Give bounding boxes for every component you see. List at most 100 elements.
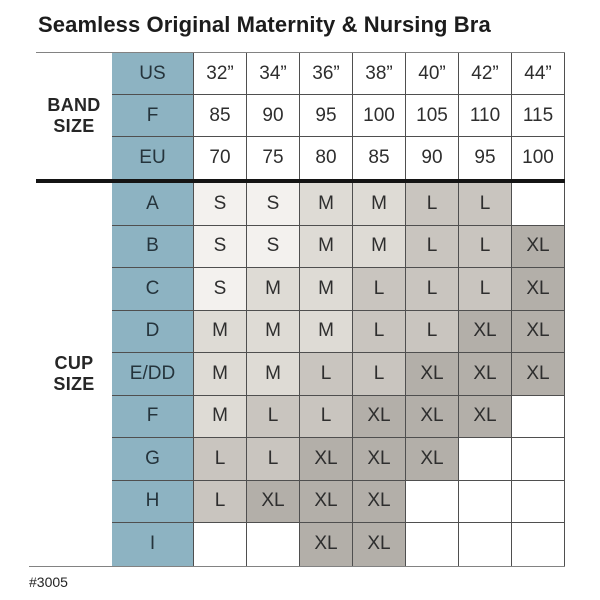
size-cell: M: [300, 268, 353, 311]
band-value-cell: 90: [406, 137, 459, 179]
size-cell: L: [194, 480, 247, 523]
size-cell: XL: [512, 310, 565, 353]
size-cell: XL: [459, 310, 512, 353]
size-cell: L: [247, 438, 300, 481]
size-cell: S: [194, 225, 247, 268]
band-size-grid: BAND SIZE US 32” 34” 36” 38” 40” 42” 44” F 85 90 95 1…: [36, 53, 565, 179]
size-cell: [512, 395, 565, 438]
size-chart-table: BAND SIZE US 32” 34” 36” 38” 40” 42” 44” F 85 90 95 1…: [29, 52, 565, 590]
size-cell: XL: [300, 438, 353, 481]
size-cell: [459, 438, 512, 481]
band-value-cell: 100: [353, 95, 406, 137]
size-cell: L: [247, 395, 300, 438]
size-cell: [512, 183, 565, 226]
cup-key-cell-B: B: [112, 225, 194, 268]
band-value-cell: 105: [406, 95, 459, 137]
size-cell: M: [194, 395, 247, 438]
band-value-cell: 110: [459, 95, 512, 137]
size-cell: XL: [353, 395, 406, 438]
size-cell: L: [459, 183, 512, 226]
size-cell: M: [300, 310, 353, 353]
size-cell: L: [353, 353, 406, 396]
size-cell: M: [300, 225, 353, 268]
size-cell: [406, 480, 459, 523]
table-bottom-rule: [29, 565, 565, 567]
size-cell: XL: [406, 353, 459, 396]
cup-size-label: CUP SIZE: [53, 353, 95, 395]
band-value-cell: 34”: [247, 53, 300, 95]
cup-key-cell-F: F: [112, 395, 194, 438]
cup-key-cell-A: A: [112, 183, 194, 226]
size-cell: XL: [512, 353, 565, 396]
band-value-cell: 38”: [353, 53, 406, 95]
size-cell: M: [247, 310, 300, 353]
size-cell: XL: [512, 268, 565, 311]
size-cell: M: [353, 183, 406, 226]
size-cell: M: [353, 225, 406, 268]
size-cell: S: [194, 268, 247, 311]
size-cell: L: [300, 395, 353, 438]
size-cell: L: [406, 225, 459, 268]
band-value-cell: 32”: [194, 53, 247, 95]
band-value-cell: 44”: [512, 53, 565, 95]
size-cell: M: [247, 353, 300, 396]
band-value-cell: 85: [194, 95, 247, 137]
cup-key-cell-I: I: [112, 523, 194, 566]
size-cell: L: [406, 310, 459, 353]
band-value-cell: 90: [247, 95, 300, 137]
size-cell: L: [353, 310, 406, 353]
page-title: Seamless Original Maternity & Nursing Br…: [38, 12, 491, 37]
size-cell: M: [194, 353, 247, 396]
size-cell: XL: [353, 523, 406, 566]
size-cell: XL: [406, 438, 459, 481]
band-value-cell: 75: [247, 137, 300, 179]
size-cell: L: [459, 225, 512, 268]
size-cell: XL: [512, 225, 565, 268]
band-key-cell-US: US: [112, 53, 194, 95]
band-value-cell: 40”: [406, 53, 459, 95]
cup-key-cell-C: C: [112, 268, 194, 311]
band-value-cell: 95: [300, 95, 353, 137]
band-value-cell: 80: [300, 137, 353, 179]
size-cell: [512, 438, 565, 481]
size-cell: L: [300, 353, 353, 396]
band-size-label: BAND SIZE: [47, 94, 101, 136]
band-key-cell-F: F: [112, 95, 194, 137]
size-cell: L: [353, 268, 406, 311]
product-code: #3005: [29, 573, 68, 590]
size-cell: XL: [300, 523, 353, 566]
band-cup-divider: [36, 179, 565, 183]
band-value-cell: 70: [194, 137, 247, 179]
size-cell: XL: [459, 395, 512, 438]
size-cell: [512, 480, 565, 523]
band-value-cell: 100: [512, 137, 565, 179]
band-value-cell: 42”: [459, 53, 512, 95]
size-cell: L: [406, 183, 459, 226]
size-cell: M: [247, 268, 300, 311]
size-cell: L: [459, 268, 512, 311]
band-value-cell: 36”: [300, 53, 353, 95]
size-cell: M: [194, 310, 247, 353]
size-cell: [512, 523, 565, 566]
band-value-cell: 115: [512, 95, 565, 137]
band-value-cell: 95: [459, 137, 512, 179]
size-cell: [194, 523, 247, 566]
size-cell: L: [406, 268, 459, 311]
size-cell: XL: [353, 480, 406, 523]
size-cell: L: [194, 438, 247, 481]
cup-size-grid: CUP SIZE A S S M M L L B S S M M L L XL C S M M L L L XL D M M M L L X…: [36, 183, 565, 566]
size-cell: [406, 523, 459, 566]
size-cell: XL: [459, 353, 512, 396]
cup-key-cell-D: D: [112, 310, 194, 353]
size-cell: S: [247, 225, 300, 268]
size-cell: [459, 480, 512, 523]
band-value-cell: 85: [353, 137, 406, 179]
cup-key-cell-G: G: [112, 438, 194, 481]
size-cell: XL: [353, 438, 406, 481]
size-cell: [247, 523, 300, 566]
size-cell: XL: [300, 480, 353, 523]
cup-key-cell-H: H: [112, 480, 194, 523]
cup-key-cell-E/DD: E/DD: [112, 353, 194, 396]
band-key-cell-EU: EU: [112, 137, 194, 179]
